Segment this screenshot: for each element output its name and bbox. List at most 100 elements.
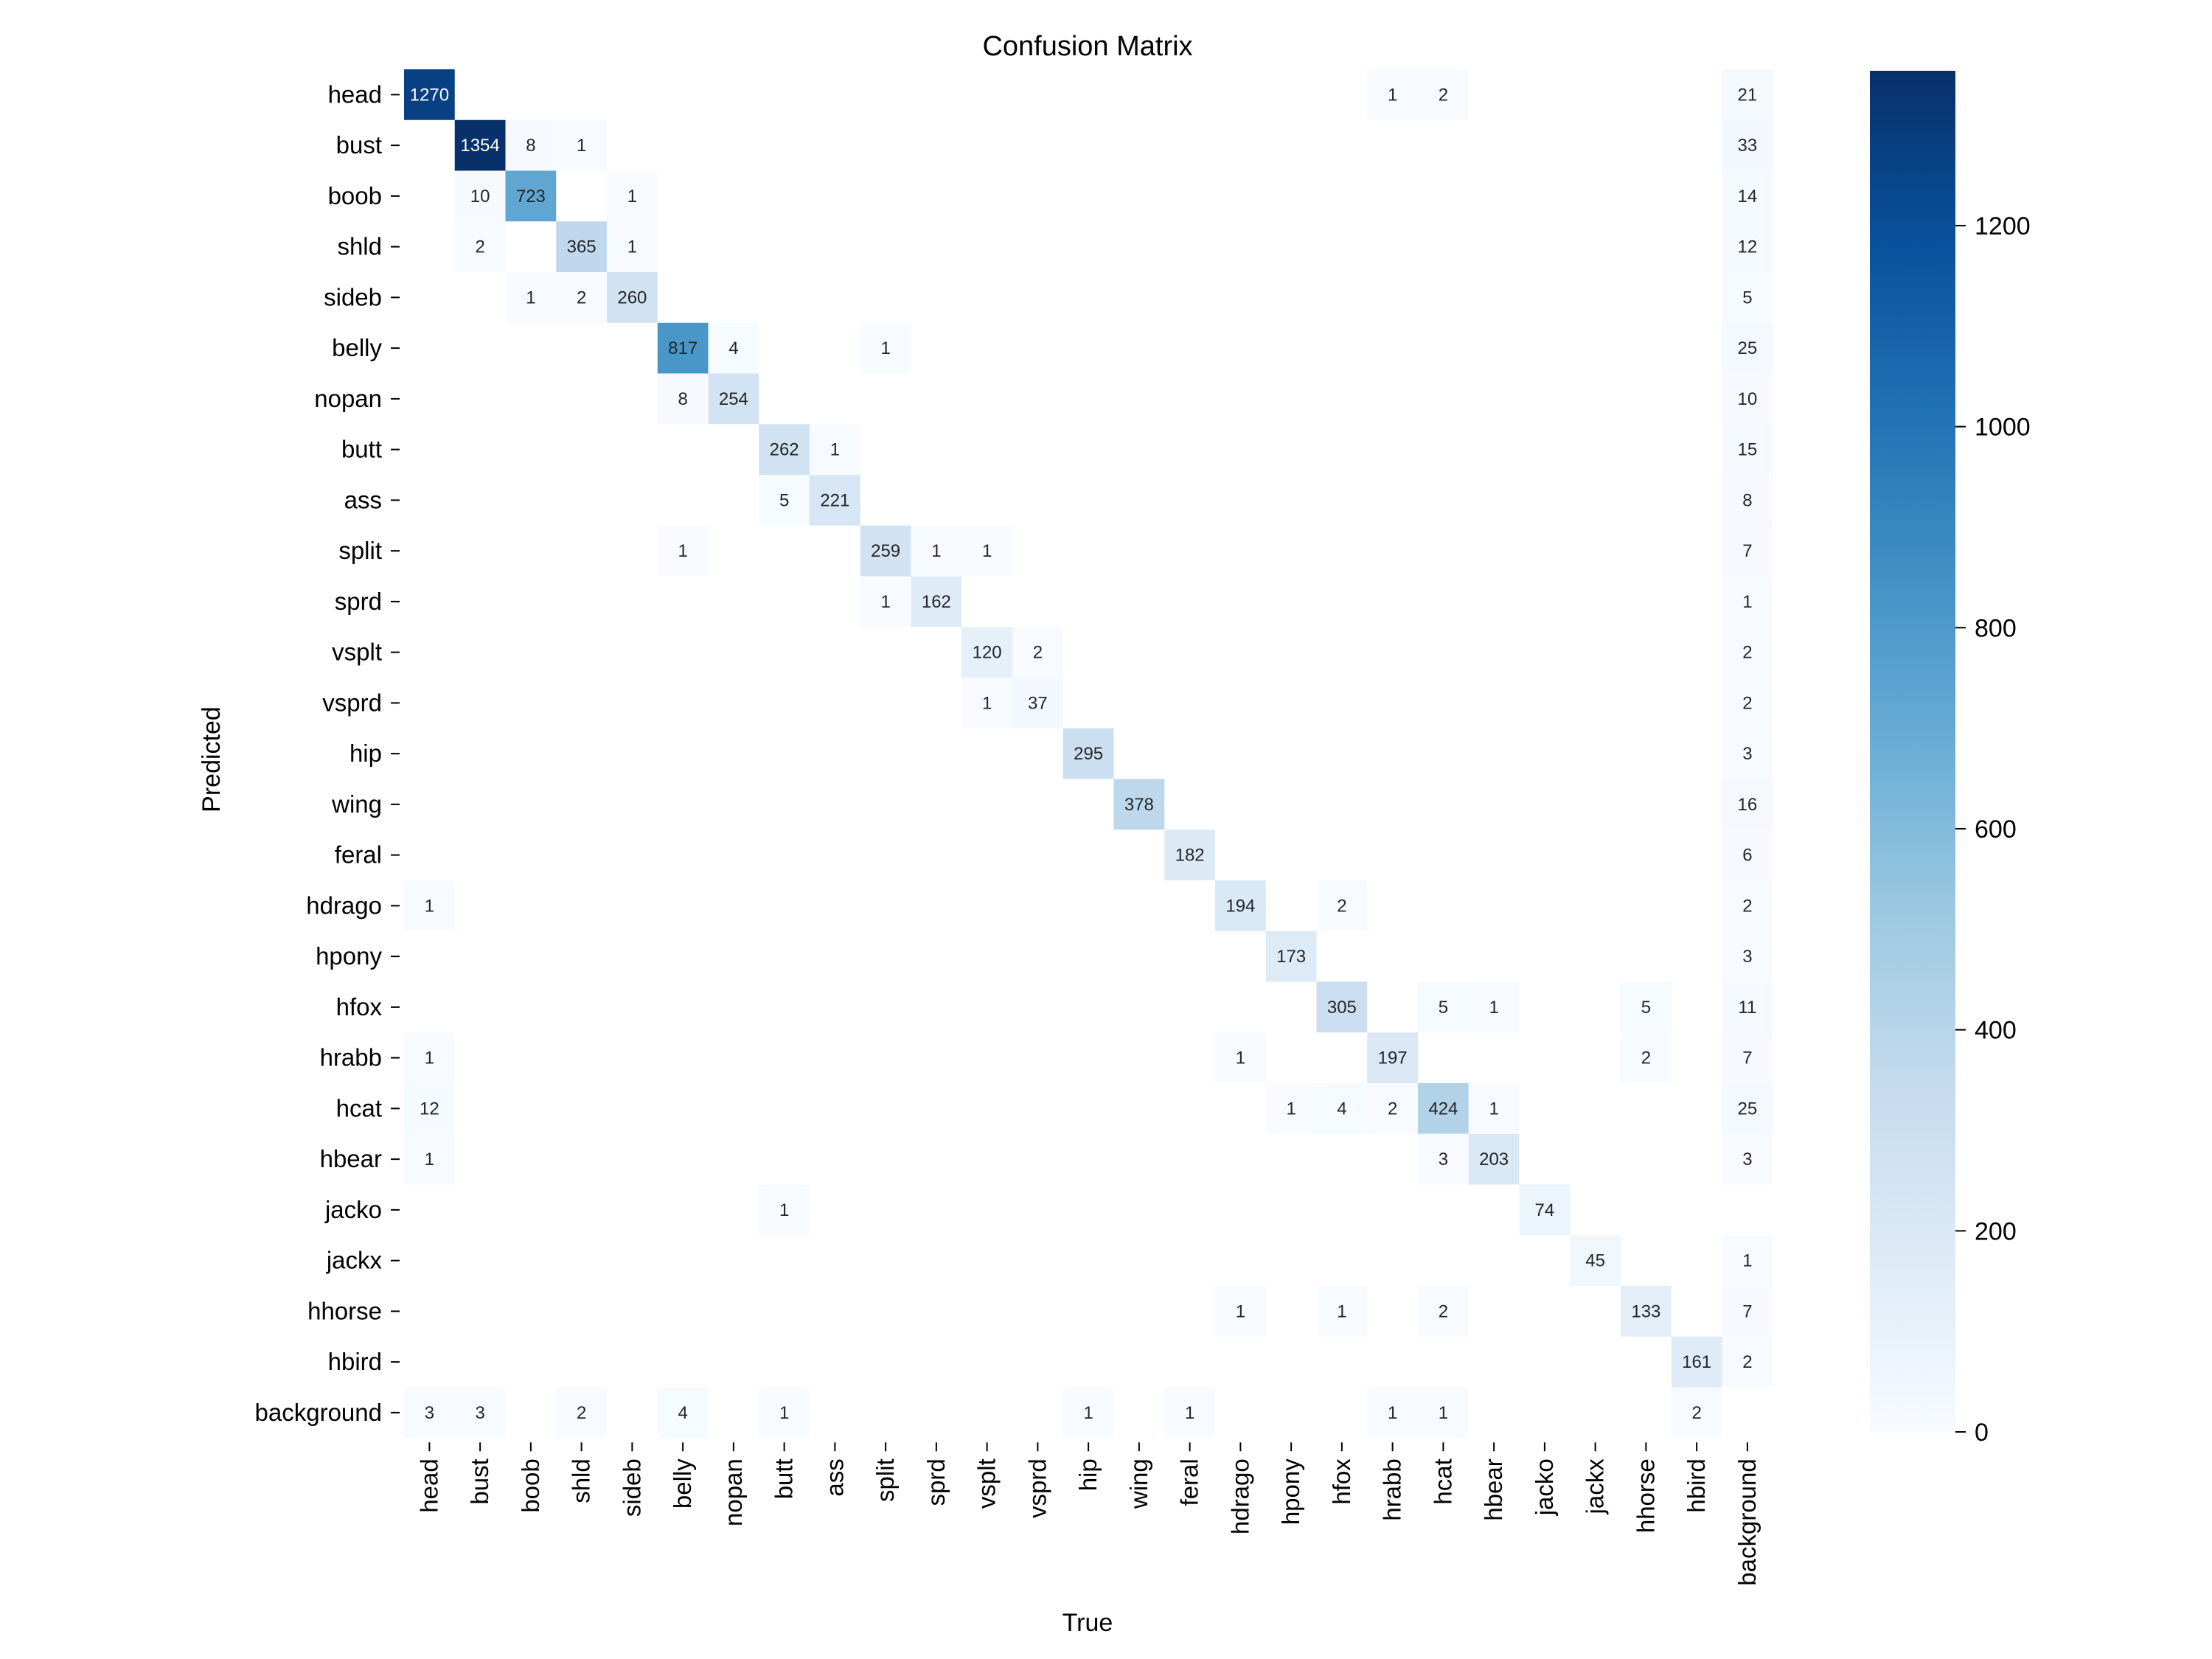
heatmap-cell (1418, 1133, 1469, 1185)
cell-value-label: 3 (1742, 744, 1752, 764)
cell-value-label: 133 (1631, 1301, 1660, 1321)
colorbar-tick-label: 0 (1975, 1419, 1989, 1447)
heatmap-cell (759, 1387, 810, 1439)
cell-value-label: 1 (1742, 1251, 1752, 1271)
colorbar-tick-label: 800 (1975, 614, 2017, 642)
heatmap-cell (1722, 221, 1773, 272)
x-tick-label: hhorse (1632, 1458, 1659, 1533)
heatmap-cell (1316, 981, 1368, 1033)
heatmap-cell (1418, 1387, 1469, 1439)
heatmap-cell (1418, 1286, 1469, 1337)
heatmap-cell (505, 272, 557, 323)
cell-value-label: 723 (516, 187, 546, 206)
heatmap-cell (1722, 119, 1773, 171)
y-tick-label: feral (335, 841, 382, 869)
x-tick-label: hdrago (1226, 1458, 1253, 1534)
cell-value-label: 1 (1742, 592, 1752, 612)
x-tick-label: hfox (1328, 1458, 1355, 1505)
heatmap-cell (454, 221, 506, 272)
y-tick-label: jacko (324, 1196, 382, 1223)
cell-value-label: 1 (1489, 998, 1498, 1018)
heatmap-cell (708, 373, 759, 425)
cell-value-label: 221 (820, 490, 849, 510)
heatmap-cell (1722, 1133, 1773, 1185)
cell-value-label: 161 (1682, 1352, 1711, 1372)
cell-value-label: 5 (779, 490, 789, 510)
y-tick-label: jackx (326, 1247, 383, 1274)
y-tick-label: belly (332, 334, 382, 361)
cell-value-label: 2 (1691, 1403, 1701, 1423)
cell-value-label: 2 (1742, 896, 1752, 916)
y-tick-label: vsprd (322, 689, 382, 716)
x-tick-label: sprd (922, 1458, 950, 1506)
cell-value-label: 11 (1738, 998, 1756, 1018)
x-tick-label: hip (1074, 1458, 1102, 1491)
x-tick-label: bust (466, 1458, 493, 1504)
cell-value-label: 7 (1742, 1301, 1752, 1321)
y-tick-label: butt (341, 436, 382, 463)
heatmap-cell (860, 525, 911, 577)
cell-value-label: 6 (1742, 846, 1752, 866)
x-tick-label: shld (568, 1458, 595, 1503)
cell-value-label: 3 (1742, 1150, 1752, 1169)
heatmap-cell (961, 525, 1012, 577)
x-tick-label: sideb (618, 1458, 645, 1517)
y-tick-label: hfox (336, 993, 383, 1020)
y-tick-label: split (338, 537, 382, 564)
cell-value-label: 1 (880, 338, 890, 358)
cell-value-label: 8 (526, 136, 535, 156)
y-tick-label: hpony (316, 942, 382, 970)
heatmap-cell (1722, 424, 1773, 475)
x-tick-label: belly (669, 1458, 696, 1509)
colorbar-tick-label: 1000 (1975, 414, 2031, 442)
heatmap-cell (1722, 931, 1773, 982)
heatmap-cell (657, 322, 709, 374)
heatmap-cell (1367, 1387, 1418, 1439)
heatmap-cell (454, 1387, 506, 1439)
heatmap-cell (1316, 1286, 1368, 1337)
y-tick-label: sideb (324, 283, 382, 310)
cell-value-label: 3 (425, 1403, 434, 1423)
heatmap-cell (1519, 1184, 1571, 1236)
y-tick-label: hrabb (320, 1044, 382, 1071)
heatmap-cell (1722, 880, 1773, 931)
heatmap-cell (404, 1032, 455, 1083)
cell-value-label: 817 (668, 338, 698, 358)
heatmap-cell (1722, 373, 1773, 425)
heatmap-cell (1468, 1083, 1520, 1134)
cell-value-label: 1 (830, 440, 840, 460)
cell-value-label: 37 (1028, 693, 1048, 713)
cell-value-label: 1 (779, 1403, 789, 1423)
cell-value-label: 1 (1337, 1301, 1346, 1321)
cell-value-label: 2 (1742, 643, 1752, 663)
cell-value-label: 5 (1439, 998, 1448, 1018)
cell-value-label: 4 (678, 1403, 687, 1423)
heatmap-cell (1164, 830, 1215, 880)
cell-value-label: 1 (526, 288, 535, 307)
cell-value-label: 1270 (410, 85, 449, 105)
x-tick-label: ass (821, 1458, 848, 1496)
cell-value-label: 194 (1225, 896, 1255, 916)
x-tick-label: split (872, 1458, 899, 1502)
cell-value-label: 2 (1641, 1048, 1651, 1068)
cell-value-label: 1 (779, 1200, 789, 1220)
heatmap-cell (657, 1387, 709, 1439)
heatmap-cell (1722, 981, 1773, 1033)
x-tick-label: vsprd (1023, 1458, 1051, 1518)
heatmap-cell (1215, 1032, 1266, 1083)
cell-value-label: 1 (425, 1150, 434, 1169)
x-tick-label: hbird (1683, 1458, 1710, 1512)
cell-value-label: 7 (1742, 1048, 1752, 1068)
cell-value-label: 203 (1479, 1150, 1509, 1169)
heatmap-cell (1215, 880, 1266, 931)
y-tick-label: hdrago (306, 891, 382, 919)
x-tick-label: background (1733, 1458, 1761, 1585)
cell-value-label: 1 (1236, 1048, 1245, 1068)
y-tick-label: hip (349, 740, 382, 767)
heatmap-cell (759, 424, 810, 475)
y-tick-labels: head bust boob shld sideb belly nopan butt ass sp… (255, 80, 400, 1426)
y-tick-label: ass (344, 486, 382, 513)
cell-value-label: 12 (420, 1099, 439, 1119)
colorbar-tick-label: 1200 (1975, 212, 2031, 240)
